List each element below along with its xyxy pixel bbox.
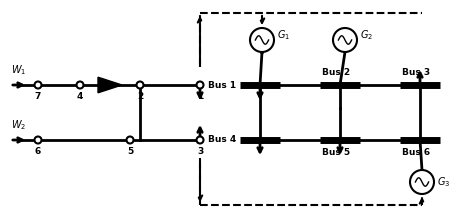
- Text: $G_3$: $G_3$: [437, 175, 450, 189]
- Text: 3: 3: [197, 147, 203, 156]
- Text: 7: 7: [35, 92, 41, 101]
- Text: 4: 4: [77, 92, 83, 101]
- Circle shape: [196, 81, 204, 89]
- Text: Bus 2: Bus 2: [322, 68, 350, 77]
- Text: Bus 3: Bus 3: [402, 68, 430, 77]
- Text: 5: 5: [127, 147, 133, 156]
- Text: 6: 6: [35, 147, 41, 156]
- Circle shape: [126, 137, 133, 143]
- Text: $G_2$: $G_2$: [360, 28, 373, 42]
- Text: Bus 4: Bus 4: [208, 135, 236, 144]
- Text: $W_1$: $W_1$: [11, 63, 26, 77]
- Text: Bus 6: Bus 6: [402, 148, 430, 157]
- Text: 1: 1: [197, 92, 203, 101]
- Circle shape: [77, 81, 84, 89]
- Text: Bus 5: Bus 5: [322, 148, 350, 157]
- Text: Bus 1: Bus 1: [208, 80, 236, 89]
- Circle shape: [34, 81, 41, 89]
- Circle shape: [250, 28, 274, 52]
- Text: 2: 2: [137, 92, 143, 101]
- Circle shape: [333, 28, 357, 52]
- Text: $W_2$: $W_2$: [11, 118, 26, 132]
- Circle shape: [196, 137, 204, 143]
- Circle shape: [136, 81, 143, 89]
- Circle shape: [410, 170, 434, 194]
- Text: $G_1$: $G_1$: [277, 28, 290, 42]
- Polygon shape: [98, 77, 122, 93]
- Circle shape: [34, 137, 41, 143]
